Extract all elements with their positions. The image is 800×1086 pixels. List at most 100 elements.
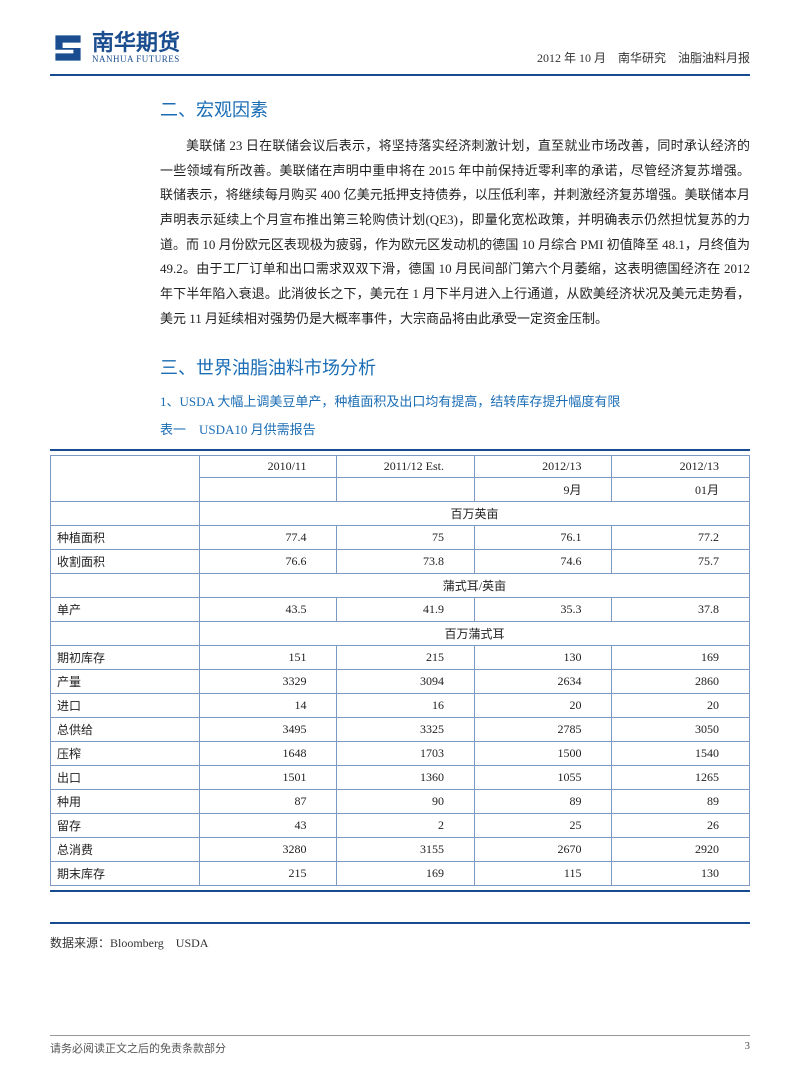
table-cell: 期初库存 bbox=[51, 646, 200, 670]
logo-text-cn: 南华期货 bbox=[92, 32, 180, 54]
table-cell: 进口 bbox=[51, 694, 200, 718]
table-wrap: 2010/112011/12 Est.2012/132012/139月01月百万… bbox=[50, 449, 750, 951]
header-meta: 2012 年 10 月 南华研究 油脂油料月报 bbox=[537, 49, 750, 66]
section-macro-para: 美联储 23 日在联储会议后表示，将坚持落实经济刺激计划，直至就业市场改善，同时… bbox=[160, 134, 750, 332]
table-cell: 留存 bbox=[51, 814, 200, 838]
table-cell: 总供给 bbox=[51, 718, 200, 742]
table-cell: 1501 bbox=[199, 766, 337, 790]
table-cell: 2920 bbox=[612, 838, 750, 862]
table-cell: 3280 bbox=[199, 838, 337, 862]
table-cell: 43.5 bbox=[199, 598, 337, 622]
table-cell: 25 bbox=[474, 814, 612, 838]
table-row: 期末库存215169115130 bbox=[51, 862, 750, 886]
table-cell: 蒲式耳/英亩 bbox=[199, 574, 749, 598]
table-cell: 9月 bbox=[474, 478, 612, 502]
table-row: 种植面积77.47576.177.2 bbox=[51, 526, 750, 550]
table-cell: 1360 bbox=[337, 766, 475, 790]
table-cell: 收割面积 bbox=[51, 550, 200, 574]
table-cell: 1265 bbox=[612, 766, 750, 790]
table-cell: 75 bbox=[337, 526, 475, 550]
table-cell: 41.9 bbox=[337, 598, 475, 622]
table-cell bbox=[51, 622, 200, 646]
table-cell: 2 bbox=[337, 814, 475, 838]
table-row: 期初库存151215130169 bbox=[51, 646, 750, 670]
table-cell: 2012/13 bbox=[474, 456, 612, 478]
table-cell bbox=[199, 478, 337, 502]
table-cell: 3050 bbox=[612, 718, 750, 742]
table-cell: 90 bbox=[337, 790, 475, 814]
table-unit-row: 蒲式耳/英亩 bbox=[51, 574, 750, 598]
table-cell: 1500 bbox=[474, 742, 612, 766]
subhead-table-caption: 表一 USDA10 月供需报告 bbox=[160, 420, 750, 441]
table-cell: 1055 bbox=[474, 766, 612, 790]
table-cell: 169 bbox=[612, 646, 750, 670]
source-rule bbox=[50, 922, 750, 924]
table-row: 2010/112011/12 Est.2012/132012/13 bbox=[51, 456, 750, 478]
table-cell: 77.2 bbox=[612, 526, 750, 550]
table-cell: 35.3 bbox=[474, 598, 612, 622]
logo-icon bbox=[50, 30, 86, 66]
table-row: 总消费3280315526702920 bbox=[51, 838, 750, 862]
table-cell: 总消费 bbox=[51, 838, 200, 862]
table-cell: 压榨 bbox=[51, 742, 200, 766]
footer-disclaimer: 请务必阅读正文之后的免责条款部分 bbox=[50, 1040, 226, 1056]
table-row: 种用87908989 bbox=[51, 790, 750, 814]
table-cell: 2010/11 bbox=[199, 456, 337, 478]
section-macro-title: 二、宏观因素 bbox=[160, 96, 750, 122]
data-source: 数据来源：Bloomberg USDA bbox=[50, 934, 750, 951]
table-cell bbox=[337, 478, 475, 502]
table-cell: 37.8 bbox=[612, 598, 750, 622]
table-row: 压榨1648170315001540 bbox=[51, 742, 750, 766]
table-cell: 1703 bbox=[337, 742, 475, 766]
table-cell: 89 bbox=[612, 790, 750, 814]
table-row: 产量3329309426342860 bbox=[51, 670, 750, 694]
table-cell: 3329 bbox=[199, 670, 337, 694]
table-unit-row: 百万蒲式耳 bbox=[51, 622, 750, 646]
table-row: 留存4322526 bbox=[51, 814, 750, 838]
table-cell: 3495 bbox=[199, 718, 337, 742]
table-cell: 20 bbox=[474, 694, 612, 718]
table-cell: 1648 bbox=[199, 742, 337, 766]
table-cell: 2011/12 Est. bbox=[337, 456, 475, 478]
table-cell bbox=[51, 456, 200, 502]
table-cell: 75.7 bbox=[612, 550, 750, 574]
logo-text-en: NANHUA FUTURES bbox=[92, 54, 180, 64]
table-cell: 115 bbox=[474, 862, 612, 886]
usda-table: 2010/112011/12 Est.2012/132012/139月01月百万… bbox=[50, 455, 750, 886]
table-cell: 26 bbox=[612, 814, 750, 838]
table-cell: 种植面积 bbox=[51, 526, 200, 550]
table-cell: 2860 bbox=[612, 670, 750, 694]
page-header: 南华期货 NANHUA FUTURES 2012 年 10 月 南华研究 油脂油… bbox=[50, 30, 750, 76]
table-cell: 169 bbox=[337, 862, 475, 886]
table-cell: 3155 bbox=[337, 838, 475, 862]
table-cell: 87 bbox=[199, 790, 337, 814]
page-footer: 请务必阅读正文之后的免责条款部分 3 bbox=[50, 1035, 750, 1056]
table-unit-row: 百万英亩 bbox=[51, 502, 750, 526]
logo-block: 南华期货 NANHUA FUTURES bbox=[50, 30, 180, 66]
table-cell: 14 bbox=[199, 694, 337, 718]
table-cell: 43 bbox=[199, 814, 337, 838]
table-row: 出口1501136010551265 bbox=[51, 766, 750, 790]
table-cell: 单产 bbox=[51, 598, 200, 622]
content: 二、宏观因素 美联储 23 日在联储会议后表示，将坚持落实经济刺激计划，直至就业… bbox=[50, 96, 750, 951]
table-cell: 130 bbox=[612, 862, 750, 886]
table-cell: 2012/13 bbox=[612, 456, 750, 478]
table-row: 单产43.541.935.337.8 bbox=[51, 598, 750, 622]
table-cell: 2634 bbox=[474, 670, 612, 694]
table-cell: 16 bbox=[337, 694, 475, 718]
table-cell: 151 bbox=[199, 646, 337, 670]
table-cell: 百万英亩 bbox=[199, 502, 749, 526]
table-cell: 种用 bbox=[51, 790, 200, 814]
subhead-1: 1、USDA 大幅上调美豆单产，种植面积及出口均有提高，结转库存提升幅度有限 bbox=[160, 392, 750, 413]
table-cell: 20 bbox=[612, 694, 750, 718]
table-cell: 215 bbox=[337, 646, 475, 670]
table-cell: 2785 bbox=[474, 718, 612, 742]
table-cell: 89 bbox=[474, 790, 612, 814]
table-cell: 76.1 bbox=[474, 526, 612, 550]
table-cell: 76.6 bbox=[199, 550, 337, 574]
table-row: 收割面积76.673.874.675.7 bbox=[51, 550, 750, 574]
table-cell: 期末库存 bbox=[51, 862, 200, 886]
table-cell: 01月 bbox=[612, 478, 750, 502]
page-number: 3 bbox=[745, 1040, 751, 1056]
table-cell: 百万蒲式耳 bbox=[199, 622, 749, 646]
